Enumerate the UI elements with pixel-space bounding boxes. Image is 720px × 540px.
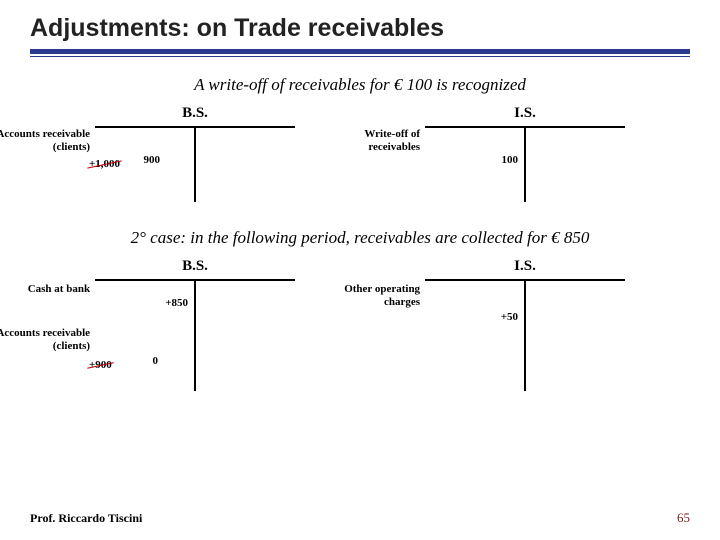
slide-title: Adjustments: on Trade receivables — [30, 14, 444, 43]
case1-bs-taccount: Accounts receivable (clients) 900 +1,000 — [95, 126, 295, 202]
case1-is-label-l2: receivables — [368, 141, 420, 153]
case1-bs-label: Accounts receivable (clients) — [0, 128, 90, 153]
case2-bs2-debit-final: 0 — [153, 355, 159, 367]
case1-is-col: I.S. Write-off of receivables 100 — [373, 105, 677, 202]
case1-is-taccount: Write-off of receivables 100 — [425, 126, 625, 202]
title-underline — [30, 49, 690, 57]
case2-is-label-l1: Other operating — [344, 283, 420, 295]
case2-bs-head: B.S. — [182, 258, 208, 275]
case1-bs-head: B.S. — [182, 105, 208, 122]
case2-is-col: I.S. Other operating charges +50 — [373, 258, 677, 391]
case1-is-label-l1: Write-off of — [364, 128, 420, 140]
case1-bs-label-l1: Accounts receivable — [0, 128, 90, 140]
case2-bs2-debit-struck: +900 — [89, 359, 112, 371]
footer-author: Prof. Riccardo Tiscini — [30, 511, 142, 526]
case2-text: 2° case: in the following period, receiv… — [30, 228, 690, 248]
case2-bs-col: B.S. Cash at bank +850 Accounts receivab… — [43, 258, 347, 391]
case1-row: B.S. Accounts receivable (clients) 900 +… — [30, 105, 690, 202]
case2-row: B.S. Cash at bank +850 Accounts receivab… — [30, 258, 690, 391]
case2-is-head: I.S. — [514, 258, 536, 275]
case2-bs1-label: Cash at bank — [28, 283, 90, 296]
case1-bs-debit-final: 900 — [144, 154, 161, 166]
case1-is-debit: 100 — [502, 154, 519, 166]
case2-is-debit: +50 — [501, 311, 518, 323]
case2-bs2-label: Accounts receivable (clients) — [0, 327, 90, 352]
case2-bs1-debit: +850 — [165, 297, 188, 309]
page-number: 65 — [677, 510, 690, 526]
case1-is-head: I.S. — [514, 105, 536, 122]
case2-bs2-label-l1: Accounts receivable — [0, 327, 90, 339]
case1-bs-col: B.S. Accounts receivable (clients) 900 +… — [43, 105, 347, 202]
case1-is-label: Write-off of receivables — [364, 128, 420, 153]
case2-bs2-label-l2: (clients) — [53, 340, 90, 352]
case2-is-label-l2: charges — [384, 296, 420, 308]
intro-text: A write-off of receivables for € 100 is … — [30, 75, 690, 95]
case2-is-taccount: Other operating charges +50 — [425, 279, 625, 391]
case1-bs-label-l2: (clients) — [53, 141, 90, 153]
case1-bs-debit-struck: +1,000 — [89, 158, 120, 170]
case2-bs-taccount: Cash at bank +850 Accounts receivable (c… — [95, 279, 295, 391]
case2-is-label: Other operating charges — [344, 283, 420, 308]
